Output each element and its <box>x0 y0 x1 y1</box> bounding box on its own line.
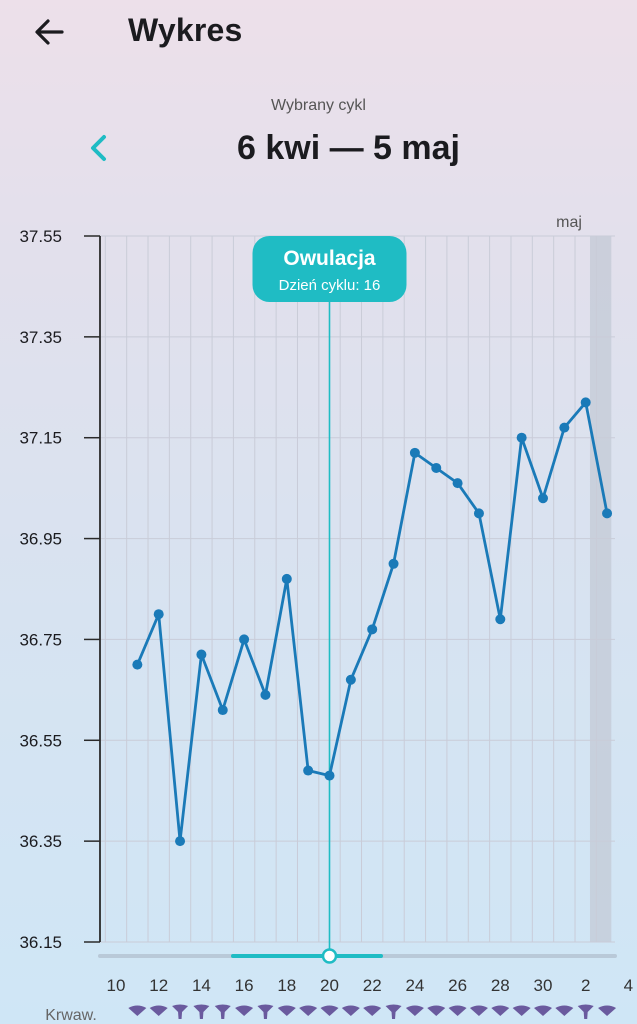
y-tick-label: 36.15 <box>19 933 62 952</box>
bleeding-drop-icon[interactable] <box>235 1005 254 1017</box>
bleeding-drop-icon[interactable] <box>491 1005 510 1017</box>
x-tick-label: 28 <box>491 976 510 995</box>
x-tick-label: 26 <box>448 976 467 995</box>
bleeding-drop-icon[interactable] <box>149 1005 168 1017</box>
y-tick-label: 36.55 <box>19 731 62 750</box>
bleeding-label: Krwaw. <box>45 1007 97 1024</box>
page-title: Wykres <box>128 12 243 48</box>
chevron-left-icon <box>91 135 106 161</box>
data-point[interactable] <box>175 836 186 847</box>
bleeding-drop-icon[interactable] <box>469 1005 488 1017</box>
month-label: maj <box>556 214 582 231</box>
bleeding-drop-icon[interactable] <box>341 1005 360 1017</box>
bleeding-drop-icon[interactable] <box>320 1005 339 1017</box>
bleeding-drop-icon[interactable] <box>128 1005 147 1017</box>
data-point[interactable] <box>388 558 399 569</box>
temperature-chart[interactable]: 37.55 37.35 37.15 36.95 36.75 36.55 36.35 36.15… <box>0 200 637 1024</box>
data-point[interactable] <box>196 649 207 660</box>
y-tick-label: 37.35 <box>19 328 62 347</box>
bleeding-drop-icon[interactable] <box>363 1005 382 1017</box>
ovulation-tooltip-subtitle: Dzień cyklu: 16 <box>279 277 381 294</box>
bleeding-drop-icon[interactable] <box>299 1005 318 1017</box>
data-point[interactable] <box>538 493 548 504</box>
data-point[interactable] <box>516 432 527 443</box>
x-tick-label: 16 <box>235 976 254 995</box>
arrow-left-icon <box>35 19 64 45</box>
data-point[interactable] <box>132 659 143 670</box>
bleeding-drop-icon[interactable] <box>257 1004 274 1020</box>
data-point[interactable] <box>260 689 271 700</box>
cycle-caption: Wybrany cykl <box>271 97 366 114</box>
bleeding-drop-icon[interactable] <box>214 1004 231 1020</box>
top-bar: Wykres <box>0 0 637 70</box>
x-tick-label: 14 <box>192 976 211 995</box>
y-tick-label: 36.35 <box>19 832 62 851</box>
today-band <box>589 236 612 942</box>
data-point[interactable] <box>239 634 250 645</box>
data-point[interactable] <box>367 624 378 635</box>
x-tick-label: 22 <box>363 976 382 995</box>
bleeding-drop-icon[interactable] <box>277 1005 296 1017</box>
bleeding-drop-icon[interactable] <box>512 1005 531 1017</box>
bleeding-drop-icon[interactable] <box>598 1005 617 1017</box>
bleeding-drop-icon[interactable] <box>427 1005 446 1017</box>
data-point[interactable] <box>495 614 506 625</box>
data-point[interactable] <box>431 462 442 473</box>
y-tick-label: 36.75 <box>19 630 62 649</box>
ovulation-tooltip <box>252 236 407 302</box>
bleeding-drop-icon[interactable] <box>405 1005 424 1017</box>
back-button[interactable] <box>28 10 72 54</box>
data-point[interactable] <box>217 705 228 716</box>
x-tick-label: 20 <box>320 976 339 995</box>
x-tick-label: 18 <box>277 976 296 995</box>
ovulation-tooltip-title: Owulacja <box>283 247 376 270</box>
data-point[interactable] <box>153 609 164 620</box>
x-tick-label: 30 <box>534 976 553 995</box>
x-tick-label: 2 <box>581 976 590 995</box>
data-point[interactable] <box>281 573 292 584</box>
data-point[interactable] <box>303 765 314 776</box>
bleeding-drop-icon[interactable] <box>577 1004 594 1020</box>
y-tick-label: 37.55 <box>19 227 62 246</box>
bleeding-drop-icon[interactable] <box>193 1004 210 1020</box>
data-point[interactable] <box>324 770 335 781</box>
y-tick-label: 37.15 <box>19 429 62 448</box>
x-tick-label: 10 <box>107 976 126 995</box>
x-tick-label: 4 <box>624 976 633 995</box>
x-tick-label: 24 <box>405 976 424 995</box>
bleeding-drop-icon[interactable] <box>448 1005 467 1017</box>
x-tick-label: 12 <box>149 976 168 995</box>
cycle-range: 6 kwi — 5 maj <box>237 129 460 167</box>
data-point[interactable] <box>580 397 591 408</box>
data-point[interactable] <box>473 508 484 519</box>
bleeding-drop-icon[interactable] <box>555 1005 574 1017</box>
data-point[interactable] <box>409 447 420 458</box>
data-point[interactable] <box>452 478 463 489</box>
y-tick-label: 36.95 <box>19 530 62 549</box>
data-point[interactable] <box>559 422 570 433</box>
bleeding-drop-icon[interactable] <box>385 1004 402 1020</box>
temperature-line <box>136 401 609 843</box>
previous-cycle-button[interactable] <box>80 128 116 168</box>
bleeding-drop-icon[interactable] <box>534 1005 552 1017</box>
data-point[interactable] <box>345 674 356 685</box>
bleeding-drop-icon[interactable] <box>172 1004 189 1020</box>
range-handle[interactable] <box>321 948 338 964</box>
data-point[interactable] <box>602 508 613 519</box>
